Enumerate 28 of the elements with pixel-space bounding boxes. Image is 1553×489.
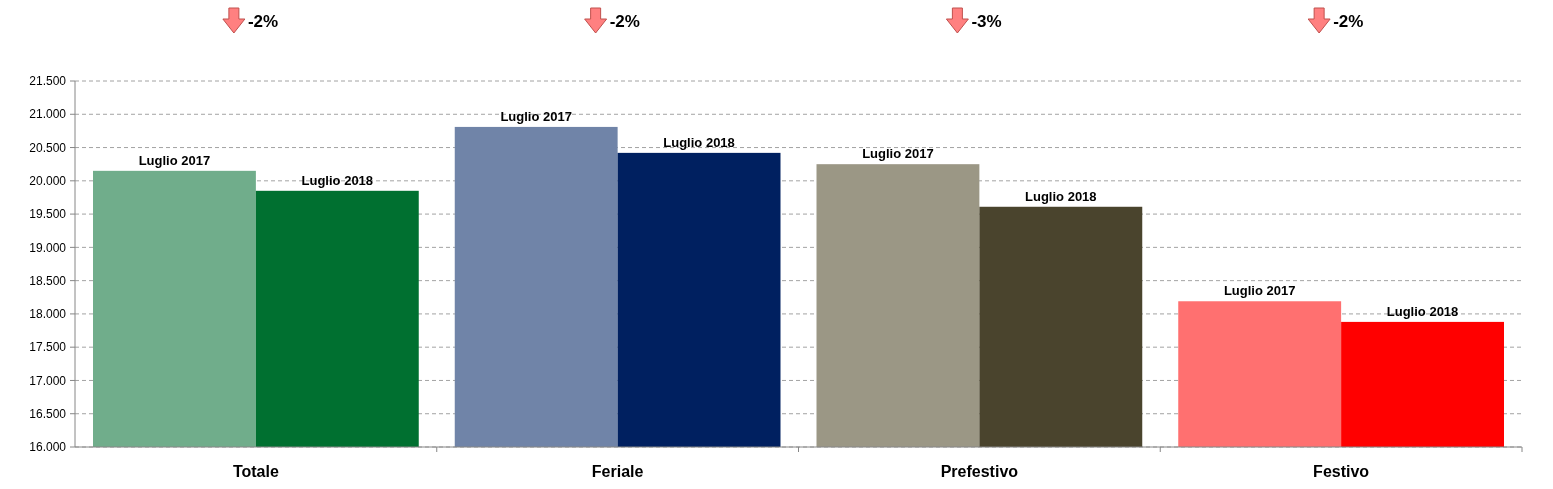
text: Luglio 2017	[500, 108, 572, 124]
text: Luglio 2018	[1386, 303, 1459, 319]
text: -2%	[1333, 12, 1364, 31]
y-tick-label: 19.500	[29, 207, 67, 222]
text: Luglio 2018	[663, 134, 735, 150]
y-tick-label: 16.500	[29, 406, 67, 421]
series-label: Luglio 2017	[138, 152, 211, 168]
y-tick-label: 20.000	[29, 174, 67, 189]
series-label: Luglio 2018	[301, 172, 374, 188]
text: Luglio 2018	[1025, 188, 1097, 204]
y-tick-label: 18.500	[29, 273, 67, 288]
x-tick-label: Festivo	[1313, 463, 1370, 480]
text: -2%	[609, 12, 640, 31]
text: Luglio 2017	[862, 146, 934, 162]
y-tick-label: 21.500	[29, 74, 67, 89]
x-tick-label: Feriale	[591, 463, 644, 480]
text: -3%	[971, 12, 1002, 31]
text: -2%	[247, 12, 279, 31]
y-tick-label: 16.000	[29, 440, 67, 455]
y-tick-label: 18.000	[29, 307, 67, 322]
y-tick-label: 17.000	[29, 373, 67, 388]
y-tick-label: 21.000	[29, 107, 67, 122]
x-tick-label: Prefestivo	[940, 463, 1019, 480]
y-tick-label: 19.000	[29, 240, 67, 255]
text: Luglio 2017	[1223, 283, 1296, 299]
y-tick-label: 17.500	[29, 340, 67, 355]
y-tick-label: 20.500	[29, 140, 67, 155]
x-tick-label: Totale	[232, 463, 279, 480]
